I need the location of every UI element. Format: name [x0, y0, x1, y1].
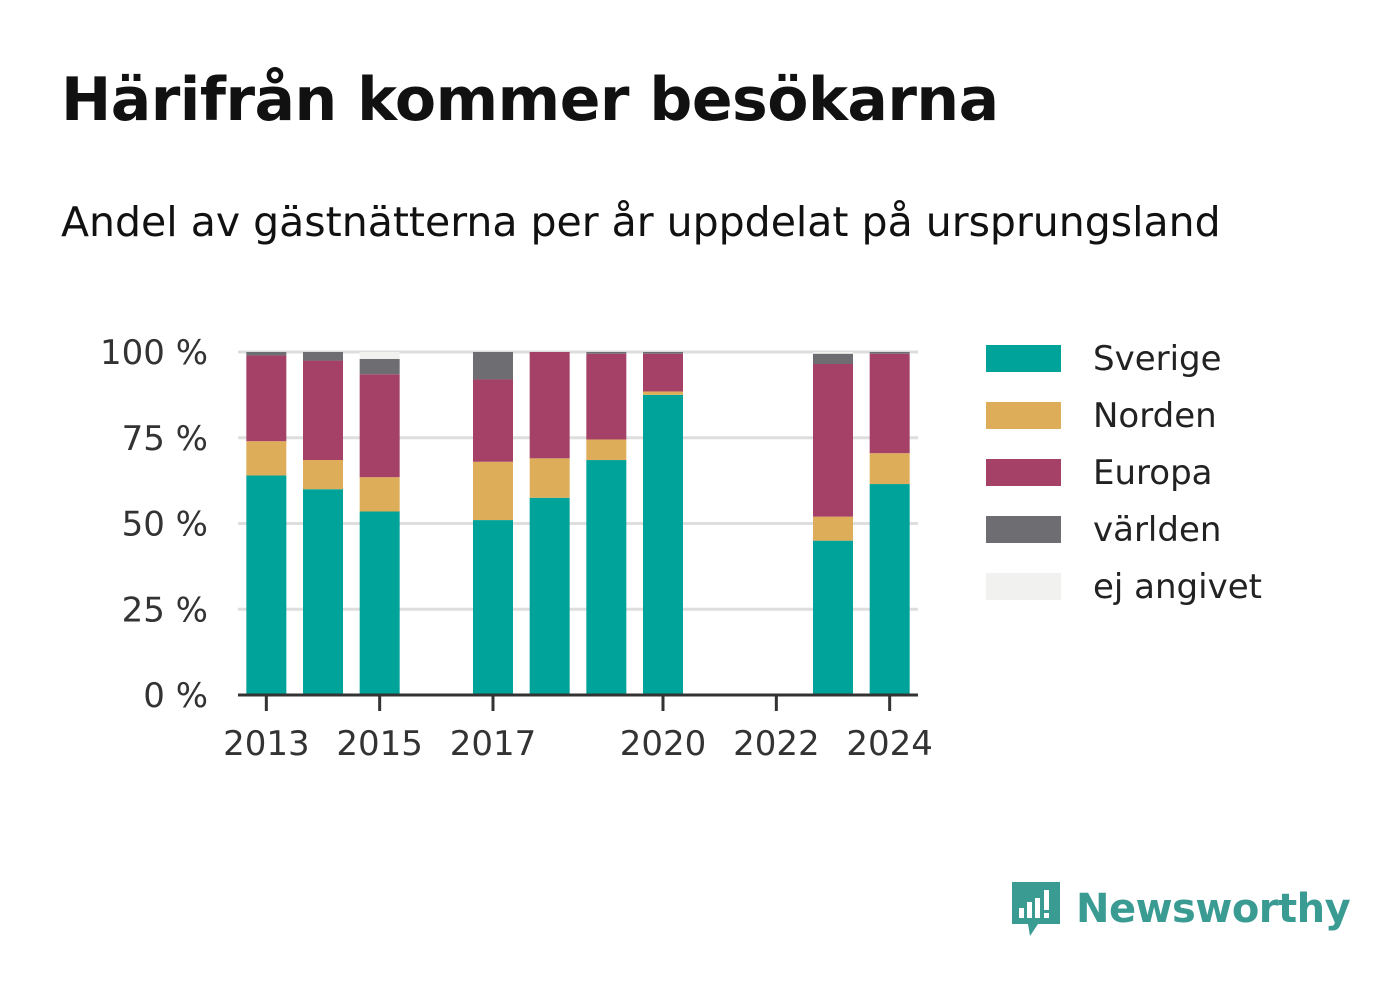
bar-segment-europa — [359, 374, 400, 478]
bar-segment-norden — [359, 477, 400, 512]
legend: Sverige Norden Europa världen ej angivet — [986, 330, 1262, 615]
brand-logo: Newsworthy — [1010, 878, 1351, 940]
bar-segment-sverige — [359, 511, 400, 695]
gridlines — [238, 350, 918, 611]
bar-segment-ej-angivet — [359, 352, 400, 359]
bar-segment-världen — [303, 352, 343, 361]
bar-segment-världen — [473, 352, 513, 380]
bar-segment-europa — [643, 353, 683, 392]
y-tick-label: 0 % — [143, 676, 208, 716]
bar-segment-sverige — [529, 497, 570, 695]
x-tick-label: 2020 — [620, 724, 707, 764]
bar-segment-världen — [359, 358, 400, 375]
legend-swatch-sverige — [986, 345, 1061, 372]
bar-segment-ej-angivet — [813, 352, 853, 354]
bar-segment-norden — [813, 516, 853, 541]
bar-segment-norden — [303, 460, 343, 490]
x-tick-label: 2022 — [733, 724, 820, 764]
stacked-bar-chart: 0 % 25 % 50 % 75 % 100 % 2013 2015 2017 2020 2022… — [100, 333, 933, 764]
bar-segment-europa — [529, 352, 570, 459]
bar-segment-världen — [246, 352, 287, 356]
legend-label-sverige: Sverige — [1093, 338, 1222, 379]
x-tick-label: 2024 — [846, 724, 933, 764]
x-tick-label: 2013 — [223, 724, 310, 764]
bar-segment-europa — [246, 355, 287, 442]
bar-segment-världen — [643, 352, 683, 354]
bar-segment-europa — [586, 353, 627, 440]
bar-segment-norden — [586, 439, 627, 461]
bar-segment-världen — [869, 352, 910, 354]
chart-title: Härifrån kommer besökarna — [61, 65, 999, 135]
bar-segment-europa — [473, 379, 513, 462]
bar-segment-sverige — [586, 460, 627, 695]
bar-segment-europa — [303, 360, 343, 461]
legend-label-varlden: världen — [1093, 509, 1222, 550]
bar-segment-norden — [246, 441, 287, 476]
bar-segment-sverige — [869, 484, 910, 695]
newsworthy-logo-icon — [1012, 882, 1060, 936]
x-tick-label: 2015 — [336, 724, 423, 764]
legend-swatch-europa — [986, 459, 1061, 486]
chart-subtitle: Andel av gästnätterna per år uppdelat på… — [61, 198, 1221, 246]
bar-segment-sverige — [303, 489, 343, 695]
bar-segment-sverige — [643, 394, 683, 695]
legend-label-europa: Europa — [1093, 452, 1213, 493]
bar-segment-norden — [473, 461, 513, 521]
legend-swatch-norden — [986, 402, 1061, 429]
bar-segment-världen — [586, 352, 627, 354]
bar-segment-norden — [643, 391, 683, 395]
bar-segment-världen — [813, 353, 853, 365]
bars — [246, 352, 910, 695]
bar-segment-sverige — [813, 540, 853, 695]
legend-swatch-ej-angivet — [986, 573, 1061, 600]
brand-name: Newsworthy — [1076, 886, 1351, 932]
bar-segment-sverige — [473, 520, 513, 695]
legend-swatch-varlden — [986, 516, 1061, 543]
axes: 0 % 25 % 50 % 75 % 100 % 2013 2015 2017 2020 2022… — [100, 333, 933, 764]
y-tick-label: 75 % — [122, 419, 208, 459]
bar-segment-europa — [869, 353, 910, 454]
bar-segment-sverige — [246, 475, 287, 695]
legend-item-ej-angivet: ej angivet — [986, 558, 1262, 615]
bar-segment-norden — [529, 458, 570, 498]
bar-segment-europa — [813, 364, 853, 517]
bar-segment-norden — [869, 453, 910, 485]
legend-item-sverige: Sverige — [986, 330, 1262, 387]
y-tick-label: 100 % — [100, 333, 208, 373]
legend-label-norden: Norden — [1093, 395, 1217, 436]
x-tick-label: 2017 — [450, 724, 537, 764]
y-tick-label: 25 % — [122, 590, 208, 630]
legend-item-norden: Norden — [986, 387, 1262, 444]
legend-item-varlden: världen — [986, 501, 1262, 558]
y-tick-label: 50 % — [122, 505, 208, 545]
legend-label-ej-angivet: ej angivet — [1093, 566, 1262, 607]
legend-item-europa: Europa — [986, 444, 1262, 501]
